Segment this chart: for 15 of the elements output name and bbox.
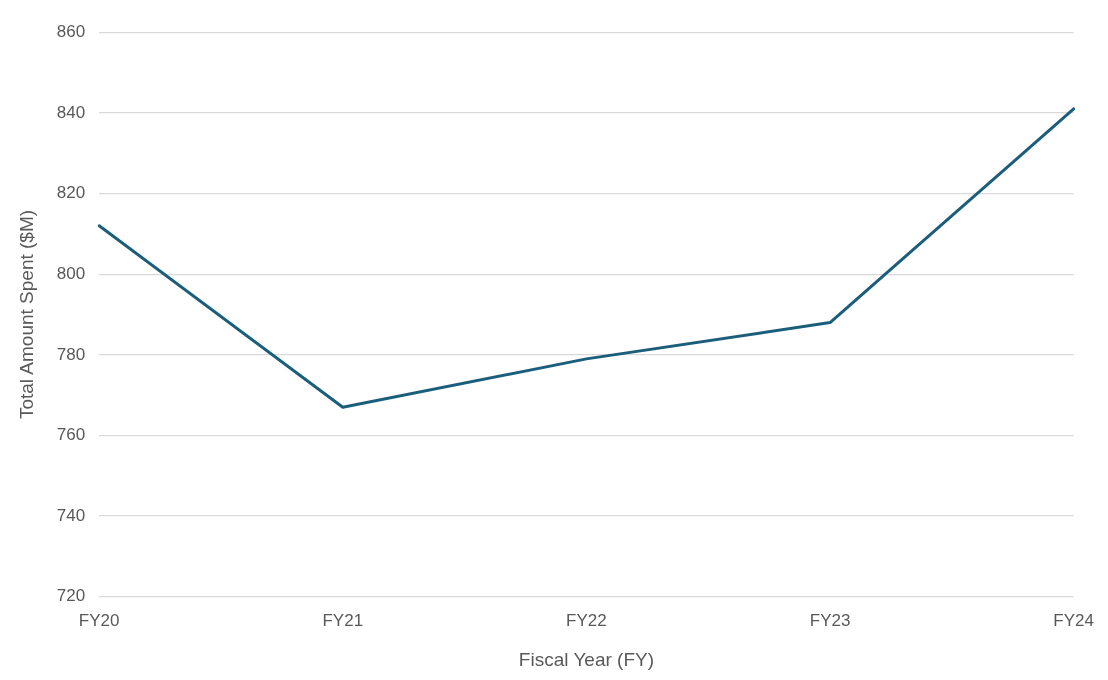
x-tick-label: FY22 — [566, 610, 607, 630]
y-tick-label: 740 — [56, 505, 86, 525]
x-tick-label: FY21 — [322, 610, 364, 630]
y-tick-label: 760 — [56, 425, 86, 445]
y-tick-label: 780 — [56, 344, 86, 364]
x-tick-label: FY24 — [1053, 610, 1094, 630]
y-tick-label: 820 — [56, 183, 86, 203]
y-tick-label: 840 — [56, 102, 86, 122]
y-tick-label: 720 — [56, 586, 86, 606]
y-axis-title: Total Amount Spent ($M) — [15, 209, 37, 420]
x-tick-label: FY20 — [78, 610, 120, 630]
x-tick-label: FY23 — [809, 610, 851, 630]
y-tick-label: 860 — [56, 21, 86, 41]
x-axis-title: Fiscal Year (FY) — [518, 648, 654, 670]
y-tick-label: 800 — [56, 263, 86, 283]
